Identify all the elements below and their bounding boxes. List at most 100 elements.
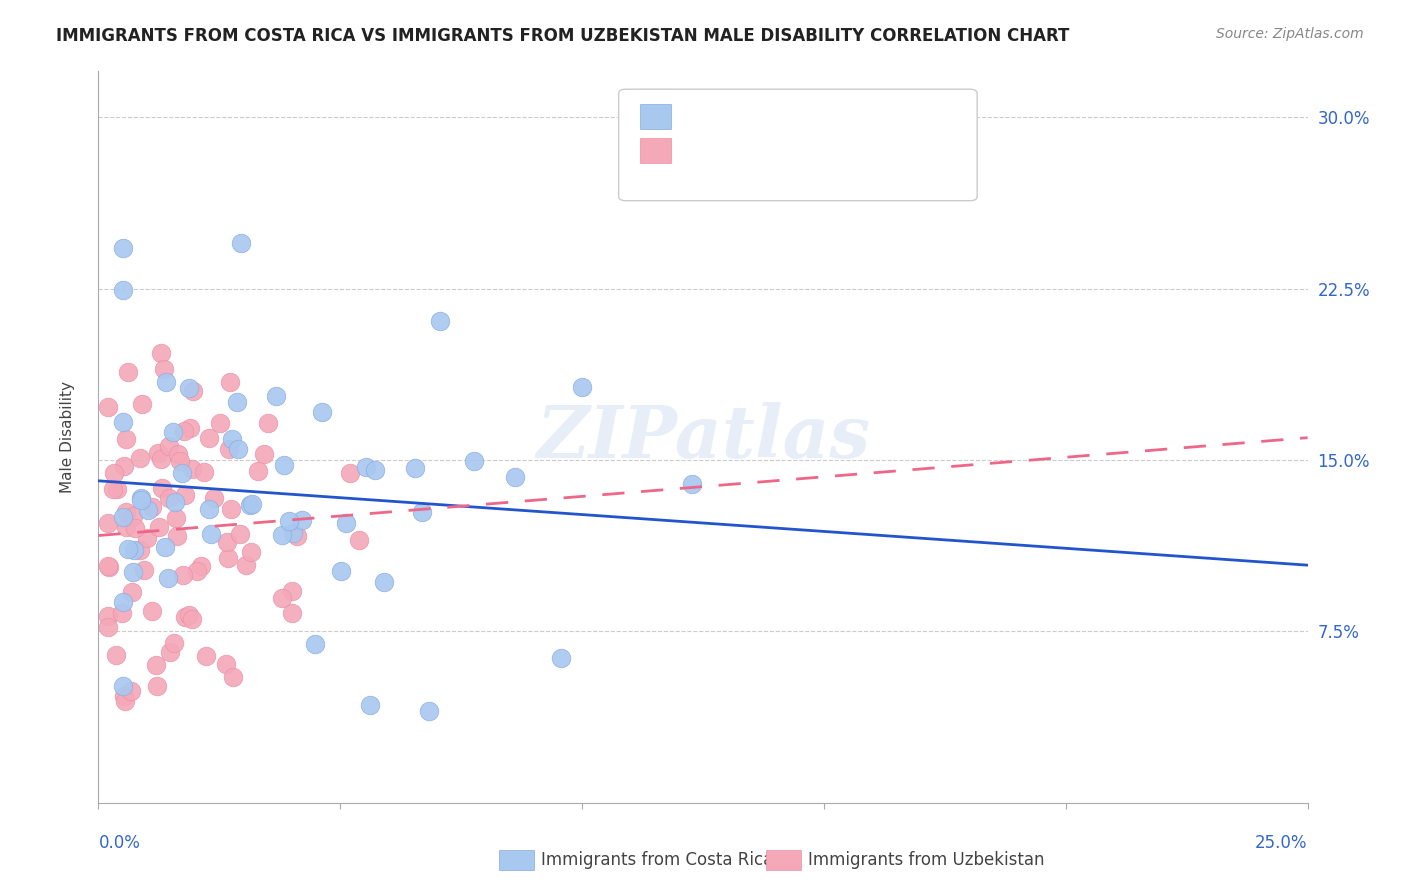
Point bbox=[200, 526, 222, 541]
Text: R =: R = bbox=[679, 147, 720, 165]
Point bbox=[111, 679, 134, 693]
Text: 50: 50 bbox=[837, 113, 863, 132]
Point bbox=[218, 442, 240, 456]
Point bbox=[174, 488, 197, 502]
Point bbox=[169, 454, 191, 468]
Point bbox=[202, 491, 225, 505]
Point bbox=[240, 497, 263, 511]
Point bbox=[157, 491, 180, 505]
Point bbox=[411, 505, 433, 519]
Point bbox=[681, 477, 703, 491]
Text: 25.0%: 25.0% bbox=[1256, 834, 1308, 852]
Point bbox=[229, 527, 252, 541]
Point bbox=[163, 495, 186, 509]
Point bbox=[165, 511, 187, 525]
Point bbox=[270, 528, 292, 542]
Point bbox=[114, 432, 136, 446]
Point bbox=[156, 571, 179, 585]
Point bbox=[418, 705, 440, 719]
Point bbox=[226, 442, 249, 457]
Text: N =: N = bbox=[797, 147, 834, 165]
Point bbox=[141, 604, 163, 618]
Point bbox=[153, 540, 176, 554]
Point bbox=[271, 591, 294, 605]
Point bbox=[304, 637, 326, 651]
Point bbox=[103, 482, 125, 496]
Point bbox=[103, 466, 125, 480]
Point bbox=[280, 607, 302, 621]
Point bbox=[145, 658, 167, 673]
Point bbox=[364, 463, 387, 477]
Point bbox=[311, 405, 333, 419]
Point bbox=[150, 346, 173, 360]
Point bbox=[122, 508, 145, 523]
Point bbox=[221, 432, 243, 446]
Point bbox=[136, 503, 159, 517]
Point bbox=[215, 657, 238, 671]
Point bbox=[183, 384, 205, 399]
Point bbox=[174, 610, 197, 624]
Point bbox=[208, 416, 231, 430]
Point bbox=[117, 542, 139, 557]
Point bbox=[148, 446, 170, 460]
Text: -0.020: -0.020 bbox=[713, 113, 782, 132]
Point bbox=[150, 481, 173, 495]
Point bbox=[373, 575, 395, 590]
Point bbox=[335, 516, 357, 530]
Point bbox=[120, 684, 142, 698]
Point bbox=[159, 645, 181, 659]
Point bbox=[111, 241, 134, 255]
Point bbox=[239, 545, 262, 559]
Point bbox=[146, 679, 169, 693]
Point bbox=[291, 513, 314, 527]
Point bbox=[97, 400, 120, 414]
Point bbox=[104, 648, 127, 662]
Point bbox=[114, 694, 136, 708]
Point bbox=[124, 521, 146, 535]
Point bbox=[359, 698, 381, 712]
Point bbox=[114, 505, 136, 519]
Point bbox=[141, 500, 163, 514]
Point bbox=[111, 595, 134, 609]
Point bbox=[229, 236, 252, 251]
Point bbox=[105, 482, 128, 496]
Point bbox=[181, 612, 204, 626]
Point bbox=[347, 533, 370, 547]
Text: Source: ZipAtlas.com: Source: ZipAtlas.com bbox=[1216, 27, 1364, 41]
Text: ZIPatlas: ZIPatlas bbox=[536, 401, 870, 473]
Point bbox=[221, 670, 243, 684]
Text: Immigrants from Uzbekistan: Immigrants from Uzbekistan bbox=[808, 851, 1045, 869]
Point bbox=[330, 564, 353, 578]
Point bbox=[277, 514, 299, 528]
Point bbox=[235, 558, 257, 573]
Point bbox=[111, 509, 134, 524]
Point bbox=[166, 447, 188, 461]
Point bbox=[163, 635, 186, 649]
Point bbox=[550, 651, 572, 665]
Point bbox=[97, 608, 120, 623]
Point bbox=[129, 450, 152, 465]
Point bbox=[179, 420, 201, 434]
Point bbox=[177, 607, 200, 622]
Point bbox=[246, 464, 269, 478]
Point bbox=[122, 543, 145, 558]
Point bbox=[112, 458, 135, 473]
Point bbox=[339, 466, 361, 480]
Point bbox=[198, 431, 221, 445]
Point bbox=[226, 395, 249, 409]
Point bbox=[180, 462, 202, 476]
Point bbox=[129, 491, 152, 505]
Point bbox=[115, 520, 138, 534]
Point bbox=[121, 585, 143, 599]
Point bbox=[218, 376, 240, 390]
Point bbox=[135, 531, 157, 545]
Text: 0.060: 0.060 bbox=[717, 147, 778, 166]
Point bbox=[193, 466, 215, 480]
Point bbox=[273, 458, 295, 472]
Point bbox=[281, 583, 304, 598]
Point bbox=[134, 563, 156, 577]
Point bbox=[354, 460, 377, 475]
Point bbox=[131, 493, 153, 508]
Point bbox=[281, 525, 304, 540]
Point bbox=[285, 529, 308, 543]
